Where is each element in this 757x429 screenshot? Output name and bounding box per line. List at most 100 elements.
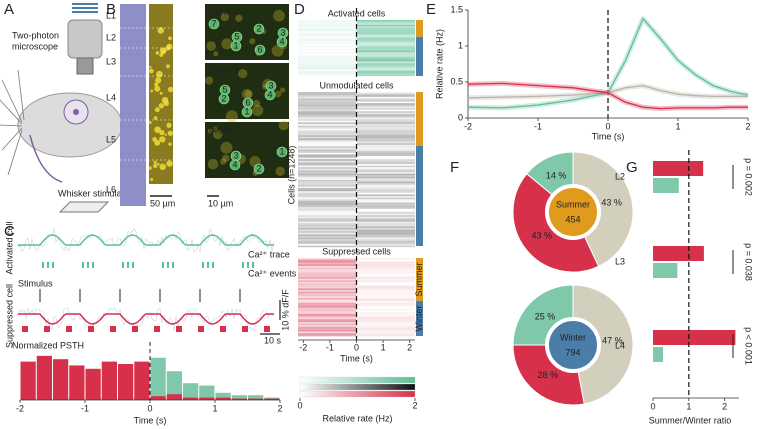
heatmap-row (298, 21, 357, 24)
heatmap-row (298, 44, 357, 46)
heatmap-row (298, 103, 357, 105)
cell-blob (164, 133, 167, 136)
x-tick-label: -1 (326, 342, 334, 352)
heatmap-row (356, 56, 415, 59)
heatmap-row (356, 205, 415, 208)
heatmap-row (298, 168, 357, 171)
heatmap-row (356, 262, 415, 265)
heatmap-row (298, 29, 357, 32)
season-label: Winter (414, 305, 424, 331)
slice-label: 14 % (546, 171, 567, 181)
bar (215, 397, 231, 400)
heatmap-row (298, 68, 357, 70)
heatmap-row (356, 215, 415, 217)
x-tick-label: -2 (464, 121, 472, 131)
p-value: p = 0.038 (744, 243, 754, 281)
cell-blob (166, 122, 172, 128)
heatmap-row (356, 93, 415, 96)
heatmap-row (298, 232, 357, 235)
heatmap-row (298, 239, 357, 241)
season-bar (416, 300, 423, 336)
pie-slice (572, 151, 634, 267)
heatmap-row (356, 24, 415, 27)
heatmap-row (356, 20, 415, 22)
heatmap-row (357, 308, 416, 310)
heatmap-row (298, 226, 357, 228)
bar (183, 397, 199, 400)
heatmap-row (298, 39, 357, 41)
heatmap-row (298, 310, 357, 313)
event (207, 262, 209, 268)
x-tick-label: 2 (745, 121, 750, 131)
event (154, 326, 160, 332)
cell-number: 6 (245, 97, 250, 107)
heatmap-row (356, 228, 415, 230)
heatmap-row (298, 334, 357, 337)
x-tick-label: 2 (407, 342, 412, 352)
heatmap-row (356, 239, 415, 241)
heatmap-row (356, 172, 415, 174)
heatmap-row (298, 132, 357, 134)
heatmap-row (357, 158, 416, 160)
heatmap-row (356, 264, 415, 266)
x-tick-label: -1 (534, 121, 542, 131)
heatmap-row (298, 236, 357, 238)
heatmap-row (298, 199, 357, 201)
heatmap-row (356, 286, 415, 289)
cell-blob (153, 116, 158, 120)
heatmap-row (356, 149, 415, 152)
cell-blob (150, 177, 154, 181)
heatmap-row (298, 333, 357, 335)
heatmap-row (356, 40, 415, 43)
heatmap-row (298, 320, 357, 322)
cell (241, 106, 253, 118)
heatmap-row (356, 244, 415, 246)
trace-note: Ca²⁺ trace (248, 249, 290, 259)
heatmap-row (356, 216, 415, 219)
heatmap-row (298, 280, 357, 282)
heatmap-row (356, 132, 415, 134)
inset-title: Layer 4 (209, 124, 239, 134)
bar (85, 368, 101, 400)
colorbar (299, 383, 416, 391)
heatmap-row (298, 304, 357, 306)
season-label: Summer (414, 262, 424, 296)
y-tick-label: 0.5 (450, 76, 463, 86)
heatmap-row (356, 106, 415, 108)
cell-blob (155, 51, 160, 55)
heatmap-row (298, 216, 357, 219)
heatmap-row (298, 143, 357, 145)
cell-blob (153, 160, 157, 164)
stimulus-label: Stimulus (18, 278, 53, 288)
heatmap-row (298, 184, 357, 187)
heatmap-row (298, 45, 357, 48)
heatmap-row (298, 167, 357, 169)
bar (53, 359, 69, 400)
heatmap-row (356, 140, 415, 142)
heatmap-row (356, 175, 415, 177)
heatmap-row (357, 284, 416, 286)
heatmap-row (298, 194, 357, 196)
x-tick-label: 0 (147, 403, 152, 413)
heatmap-row (298, 229, 357, 232)
heatmap-row (298, 204, 357, 206)
heatmap-row (356, 95, 415, 97)
colorbar (299, 376, 416, 384)
microscope-label: Two-photon (12, 30, 59, 40)
heatmap-row (357, 167, 416, 169)
series-line (467, 84, 748, 99)
heatmap-row (356, 191, 415, 193)
bar (69, 365, 85, 400)
heatmap-row (298, 71, 357, 73)
heatmap-row (298, 109, 357, 112)
cell (230, 40, 242, 52)
heatmap-row (298, 135, 357, 137)
heatmap-row (356, 63, 415, 65)
cell-blob (166, 160, 173, 167)
heatmap-row (298, 278, 357, 281)
heatmap-row (298, 221, 357, 224)
heatmap-row (298, 119, 357, 121)
heatmap-row (298, 306, 357, 308)
heatmap-row (298, 26, 357, 28)
heatmap-row (298, 269, 357, 271)
